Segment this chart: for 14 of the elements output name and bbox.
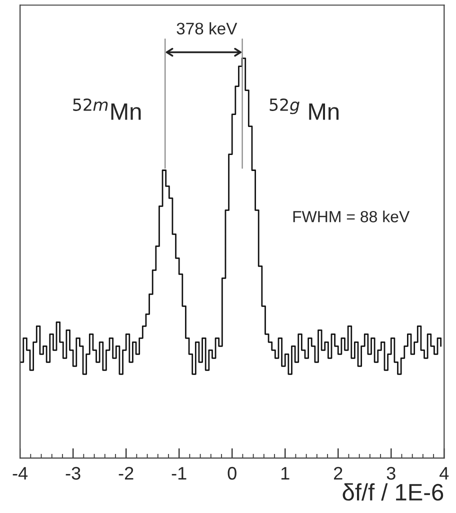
x-tick-label: 4	[440, 467, 449, 480]
x-tick-label: 0	[228, 466, 236, 480]
x-axis-title: δf/f / 1E-6	[342, 483, 444, 501]
x-tick-label: 2	[334, 466, 342, 480]
x-tick-label: -3	[66, 466, 80, 480]
x-tick-label: 1	[281, 467, 290, 480]
annotation: $^{52m}$Mn	[73, 98, 141, 120]
text: 378 keV	[176, 22, 238, 35]
x-tick-label: -4	[12, 467, 28, 480]
annotation: $^{52g}$ Mn	[270, 98, 339, 120]
annotation: FWHM = 88 keV	[293, 210, 410, 222]
x-tick-label: 3	[386, 466, 396, 480]
x-tick-label: -1	[172, 467, 186, 480]
x-tick-label: -2	[118, 466, 134, 480]
